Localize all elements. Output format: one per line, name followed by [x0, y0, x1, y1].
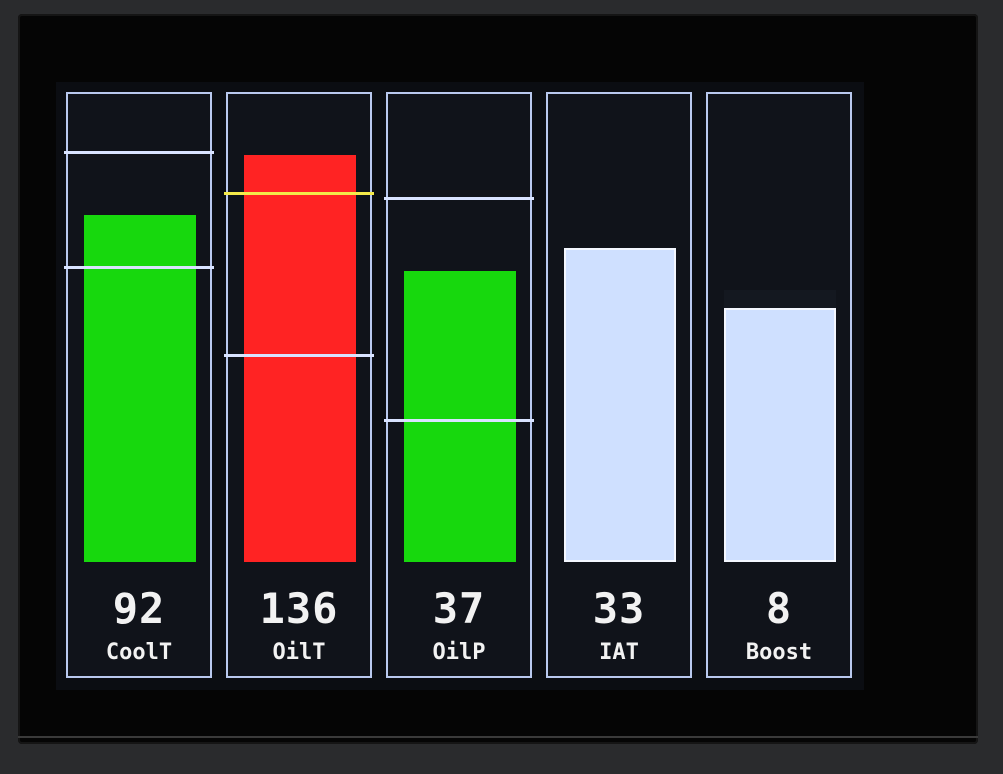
boost-label: Boost	[745, 640, 813, 665]
coolant-temp-bar	[84, 215, 196, 562]
oil-temp-marker-upper	[224, 192, 374, 195]
oil-temp-label: OilT	[272, 640, 326, 665]
coolant-temp-label: CoolT	[105, 640, 173, 665]
oil-pressure-label: OilP	[432, 640, 486, 665]
gauge-oil-temp: 136 OilT	[224, 92, 374, 678]
gauge-panel: 92 CoolT 136 OilT 37 OilP 33 IAT 8 Boost	[56, 82, 864, 690]
oil-pressure-marker-upper	[384, 197, 534, 200]
oil-temp-value: 136	[259, 584, 339, 633]
gauge-coolant-temp: 92 CoolT	[64, 92, 214, 678]
coolant-temp-value: 92	[112, 584, 166, 633]
gauge-intake-air-temp: 33 IAT	[546, 92, 692, 678]
boost-bar	[724, 308, 836, 562]
oil-pressure-value: 37	[432, 584, 486, 633]
oil-pressure-marker-lower	[384, 419, 534, 422]
coolant-temp-marker-lower	[64, 266, 214, 269]
oil-temp-bar	[244, 155, 356, 562]
intake-air-temp-value: 33	[592, 584, 646, 633]
gauge-boost: 8 Boost	[706, 92, 852, 678]
boost-value: 8	[765, 584, 793, 633]
bezel-edge	[18, 736, 978, 738]
intake-air-temp-bar	[564, 248, 676, 562]
oil-pressure-bar	[404, 271, 516, 562]
coolant-temp-marker-upper	[64, 151, 214, 154]
oil-temp-marker-lower	[224, 354, 374, 357]
intake-air-temp-label: IAT	[599, 640, 639, 665]
gauge-oil-pressure: 37 OilP	[384, 92, 534, 678]
